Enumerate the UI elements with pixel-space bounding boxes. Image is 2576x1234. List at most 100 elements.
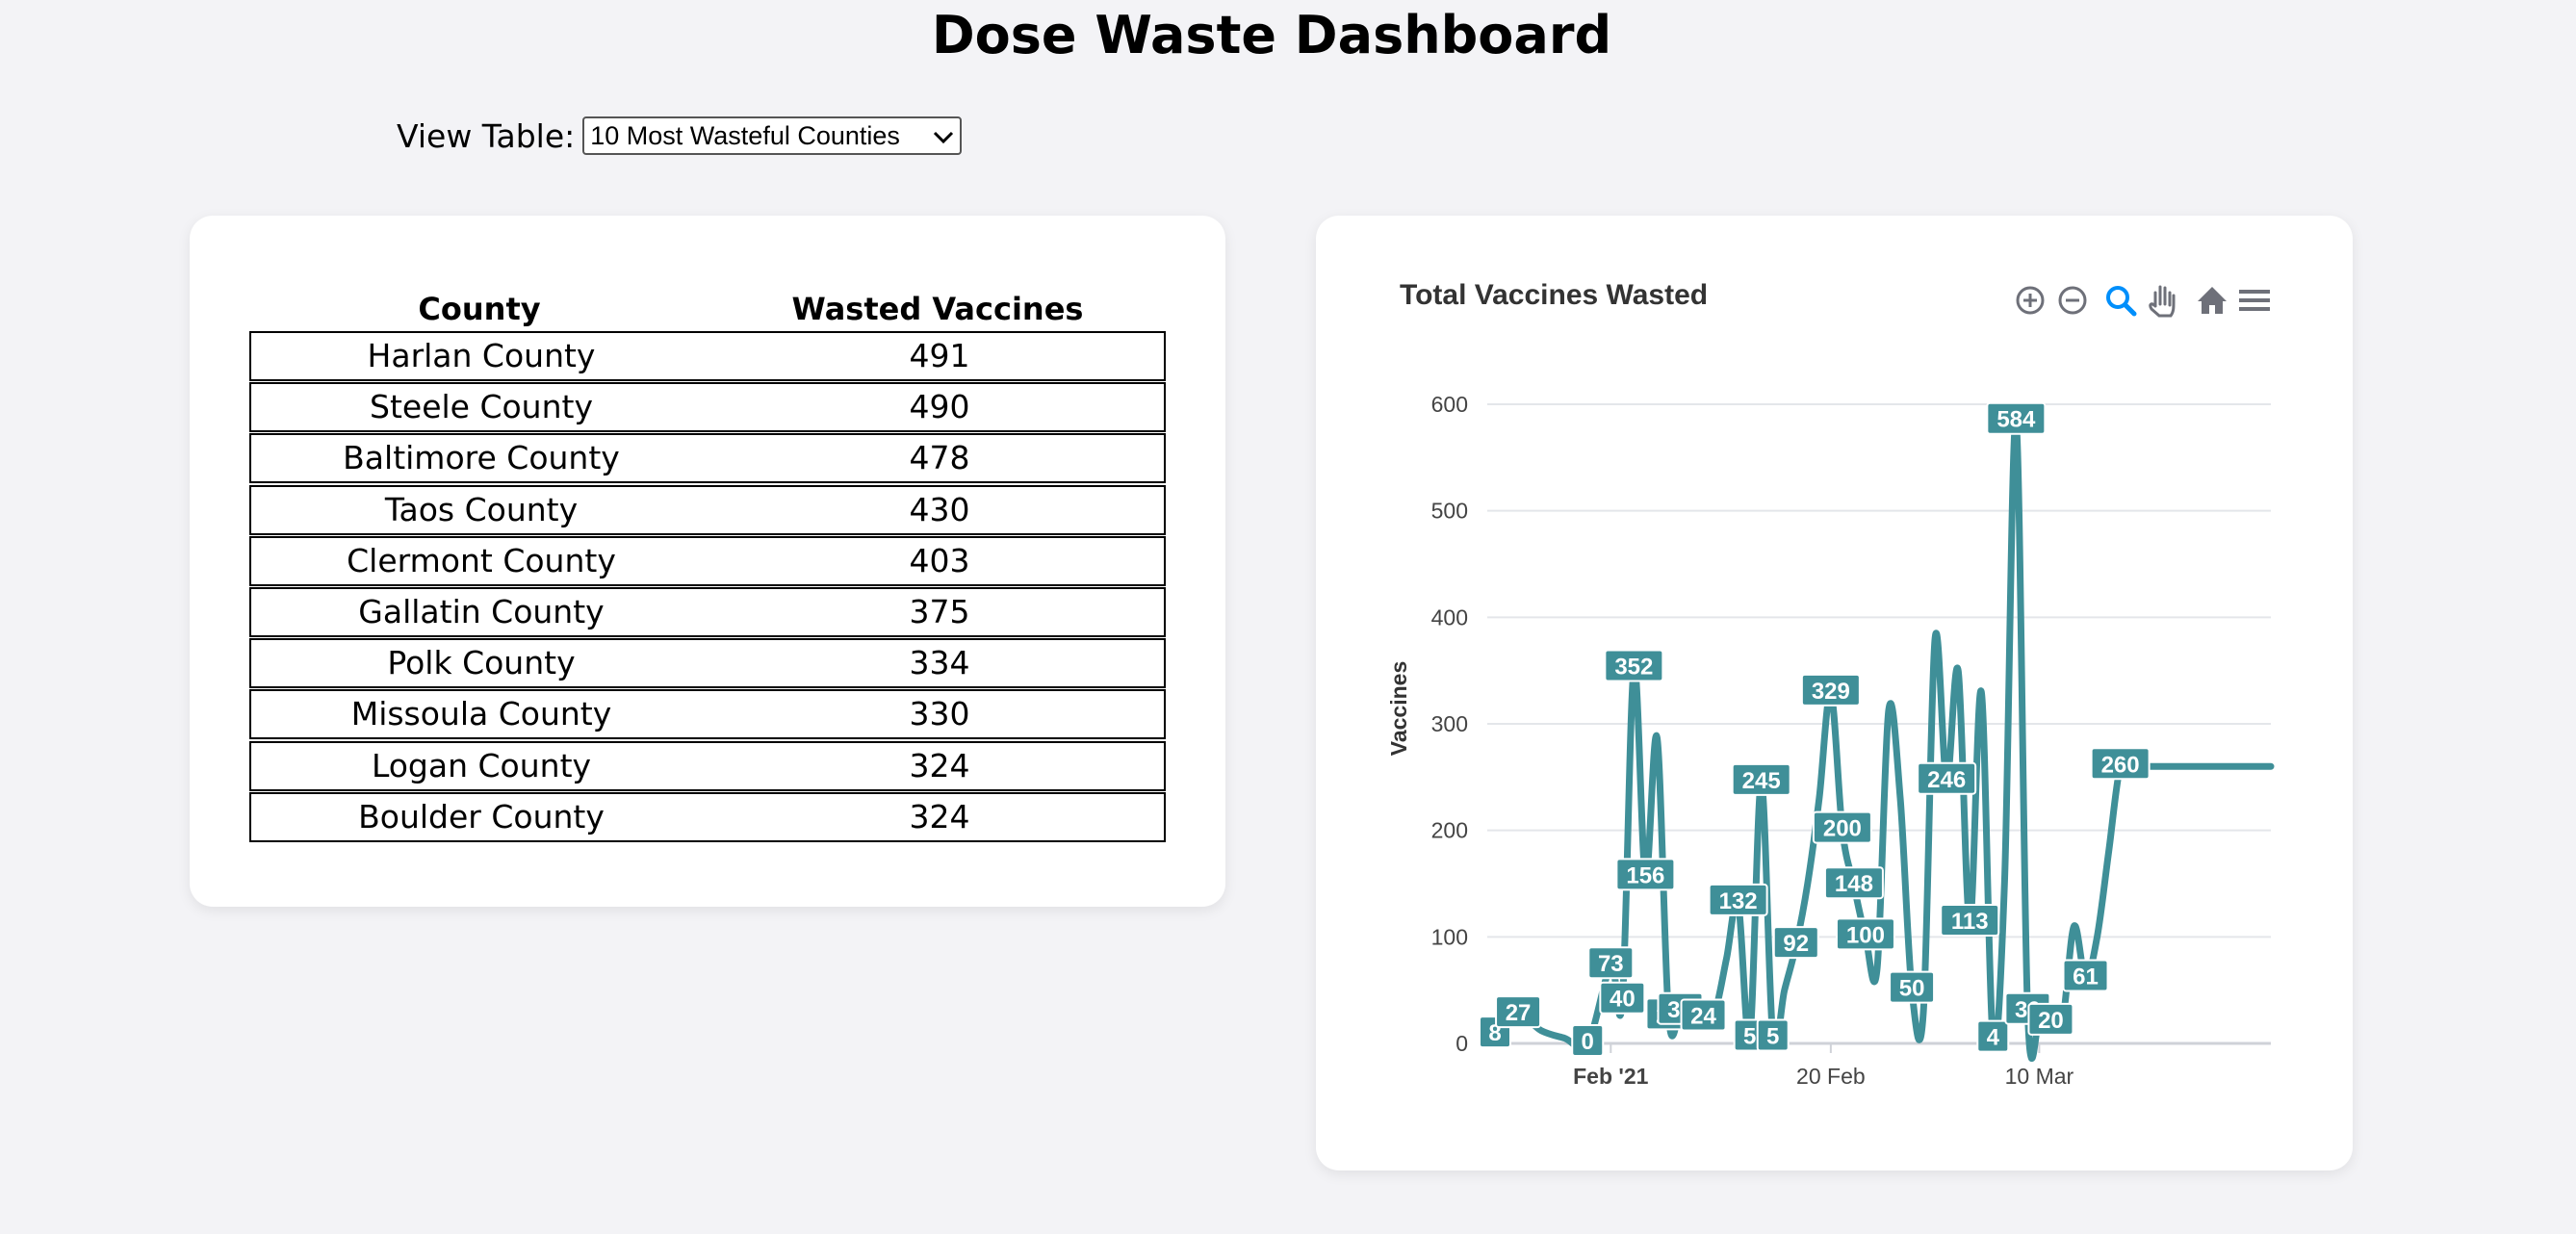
view-table-row: View Table: 10 Most Wasteful Counties <box>397 114 963 158</box>
data-label-text: 329 <box>1812 679 1850 705</box>
data-label-box <box>1823 866 1884 900</box>
home-icon[interactable] <box>2198 287 2227 314</box>
wasted-vaccines-cell: 403 <box>909 541 970 579</box>
chart-card: Total Vaccines Wasted 0 100 200 300 400 500 60… <box>1316 216 2353 1170</box>
data-label-text: 92 <box>1783 931 1809 957</box>
data-label: 329 <box>1800 673 1861 707</box>
data-label-box <box>1708 883 1768 916</box>
data-label: 246 <box>1917 761 1977 795</box>
y-tick-label: 400 <box>1431 604 1468 630</box>
data-label-text: 0 <box>1582 1029 1594 1055</box>
data-label-box <box>1680 998 1727 1032</box>
data-label-box <box>1800 673 1861 707</box>
table-row: Steele County 490 <box>249 382 1166 433</box>
chart-grid <box>1487 403 2271 1045</box>
data-label: 4 <box>1976 1019 2010 1053</box>
data-label-text: 73 <box>1598 951 1624 977</box>
county-table-card: County Wasted Vaccines Harlan County 491 S… <box>190 216 1225 907</box>
x-axis-ticks: Feb '21 20 Feb 10 Mar <box>1573 1043 2074 1089</box>
data-label-text: 5 <box>1766 1023 1779 1049</box>
data-label-box <box>2090 747 2151 781</box>
wasted-vaccines-cell: 375 <box>909 593 970 630</box>
wasted-vaccines-cell: 490 <box>909 388 970 426</box>
data-label-box <box>1940 903 2000 937</box>
county-name-cell: Polk County <box>387 644 576 682</box>
table-header: County Wasted Vaccines <box>249 287 1166 331</box>
pan-hand-icon[interactable] <box>2149 285 2176 318</box>
data-label-text: 24 <box>1690 1003 1716 1029</box>
data-label-text: 156 <box>1626 862 1664 888</box>
data-label: 584 <box>1986 401 2047 435</box>
data-label-text: 27 <box>1506 1000 1532 1026</box>
line-chart: Total Vaccines Wasted 010020030040050060… <box>1386 279 2275 1089</box>
county-name-cell: Gallatin County <box>358 593 605 630</box>
data-label-box <box>2062 959 2109 992</box>
data-label-box <box>1812 810 1872 844</box>
y-tick-label: 300 <box>1431 711 1468 736</box>
data-label: 148 <box>1823 866 1884 900</box>
data-label-box <box>1756 1018 1790 1052</box>
data-label: 20 <box>2027 1002 2074 1036</box>
data-label: 73 <box>1587 946 1635 980</box>
data-label: 200 <box>1812 810 1872 844</box>
wasted-vaccines-cell: 430 <box>909 490 970 528</box>
data-label-text: 20 <box>2038 1008 2064 1034</box>
data-label-text: 40 <box>1610 987 1636 1013</box>
county-name-cell: Baltimore County <box>343 439 620 477</box>
table-row: Harlan County 491 <box>249 331 1166 381</box>
zoom-in-icon[interactable] <box>2016 286 2045 315</box>
wasted-vaccines-cell: 334 <box>909 644 970 682</box>
data-label-text: 61 <box>2073 964 2099 990</box>
table-row: Boulder County 324 <box>249 791 1166 842</box>
wasted-vaccines-cell: 324 <box>909 797 970 836</box>
x-tick-label: 10 Mar <box>2005 1064 2074 1089</box>
county-name-cell: Missoula County <box>350 695 612 733</box>
chart-toolbar <box>2016 285 2270 318</box>
data-label-box <box>1599 981 1646 1015</box>
table-row: Gallatin County 375 <box>249 587 1166 637</box>
chevron-down-icon <box>933 121 954 151</box>
data-label-box <box>1615 858 1676 891</box>
data-label: 61 <box>2062 959 2109 992</box>
wasted-vaccines-cell: 478 <box>909 439 970 477</box>
county-name-cell: Harlan County <box>367 337 596 374</box>
data-label: 245 <box>1731 762 1791 796</box>
data-label-box <box>1835 917 1895 951</box>
data-label: 100 <box>1835 917 1895 951</box>
data-label-text: 148 <box>1835 871 1873 897</box>
data-label-text: 5 <box>1743 1023 1756 1049</box>
data-label-text: 50 <box>1899 976 1925 1002</box>
data-label: 24 <box>1680 998 1727 1032</box>
data-label: 92 <box>1772 926 1819 960</box>
view-table-label: View Table: <box>397 116 576 155</box>
data-label: 132 <box>1708 883 1768 916</box>
y-tick-label: 600 <box>1431 392 1468 417</box>
data-label-text: 584 <box>1996 407 2036 433</box>
data-label: 5 <box>1756 1018 1790 1052</box>
county-name-cell: Taos County <box>384 490 579 528</box>
data-label: 40 <box>1599 981 1646 1015</box>
menu-icon[interactable] <box>2239 290 2270 311</box>
data-label-text: 132 <box>1719 888 1758 914</box>
y-tick-label: 100 <box>1431 924 1468 949</box>
table-row: Logan County 324 <box>249 740 1166 791</box>
data-label: 27 <box>1495 995 1542 1029</box>
data-label-box <box>1495 995 1542 1029</box>
data-label: 352 <box>1604 649 1664 682</box>
data-label-box <box>1604 649 1664 682</box>
view-table-select[interactable]: 10 Most Wasteful Counties <box>582 116 963 155</box>
zoom-out-icon[interactable] <box>2058 286 2087 315</box>
header-wasted-vaccines: Wasted Vaccines <box>791 291 1084 327</box>
data-label: 260 <box>2090 747 2151 781</box>
data-label-box <box>1731 762 1791 796</box>
data-label-box <box>1772 926 1819 960</box>
data-label: 50 <box>1889 970 1936 1004</box>
data-label-text: 200 <box>1823 816 1862 842</box>
zoom-selection-icon[interactable] <box>2106 286 2137 317</box>
y-axis-label: Vaccines <box>1386 661 1411 756</box>
county-name-cell: Logan County <box>371 746 592 784</box>
data-label-text: 113 <box>1951 909 1989 935</box>
y-axis-ticks: 0 100 200 300 400 500 600 <box>1431 392 1468 1056</box>
county-name-cell: Clermont County <box>347 541 616 579</box>
table-row: Baltimore County 478 <box>249 433 1166 484</box>
